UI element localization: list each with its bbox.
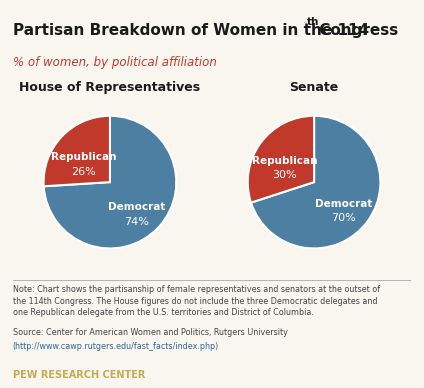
Text: Democrat: Democrat — [315, 199, 372, 209]
Text: 30%: 30% — [272, 170, 297, 180]
Wedge shape — [248, 116, 314, 203]
Text: % of women, by political affiliation: % of women, by political affiliation — [13, 56, 217, 69]
Text: (http://www.cawp.rutgers.edu/fast_facts/index.php): (http://www.cawp.rutgers.edu/fast_facts/… — [13, 342, 219, 351]
Text: Source: Center for American Women and Politics, Rutgers University: Source: Center for American Women and Po… — [13, 328, 287, 338]
Text: th: th — [307, 17, 319, 27]
Title: House of Representatives: House of Representatives — [20, 81, 201, 94]
Text: 74%: 74% — [124, 217, 149, 227]
Text: Republican: Republican — [252, 156, 317, 166]
Wedge shape — [251, 116, 380, 248]
Text: Democrat: Democrat — [108, 202, 165, 212]
Text: Congress: Congress — [314, 23, 398, 38]
Wedge shape — [44, 116, 176, 248]
Text: Republican: Republican — [50, 152, 116, 162]
Text: Partisan Breakdown of Women in the 114: Partisan Breakdown of Women in the 114 — [13, 23, 369, 38]
Text: 26%: 26% — [71, 167, 96, 177]
Title: Senate: Senate — [290, 81, 339, 94]
Wedge shape — [44, 116, 110, 186]
Text: Note: Chart shows the partisanship of female representatives and senators at the: Note: Chart shows the partisanship of fe… — [13, 285, 380, 317]
Text: 70%: 70% — [331, 213, 356, 223]
Text: PEW RESEARCH CENTER: PEW RESEARCH CENTER — [13, 370, 145, 380]
